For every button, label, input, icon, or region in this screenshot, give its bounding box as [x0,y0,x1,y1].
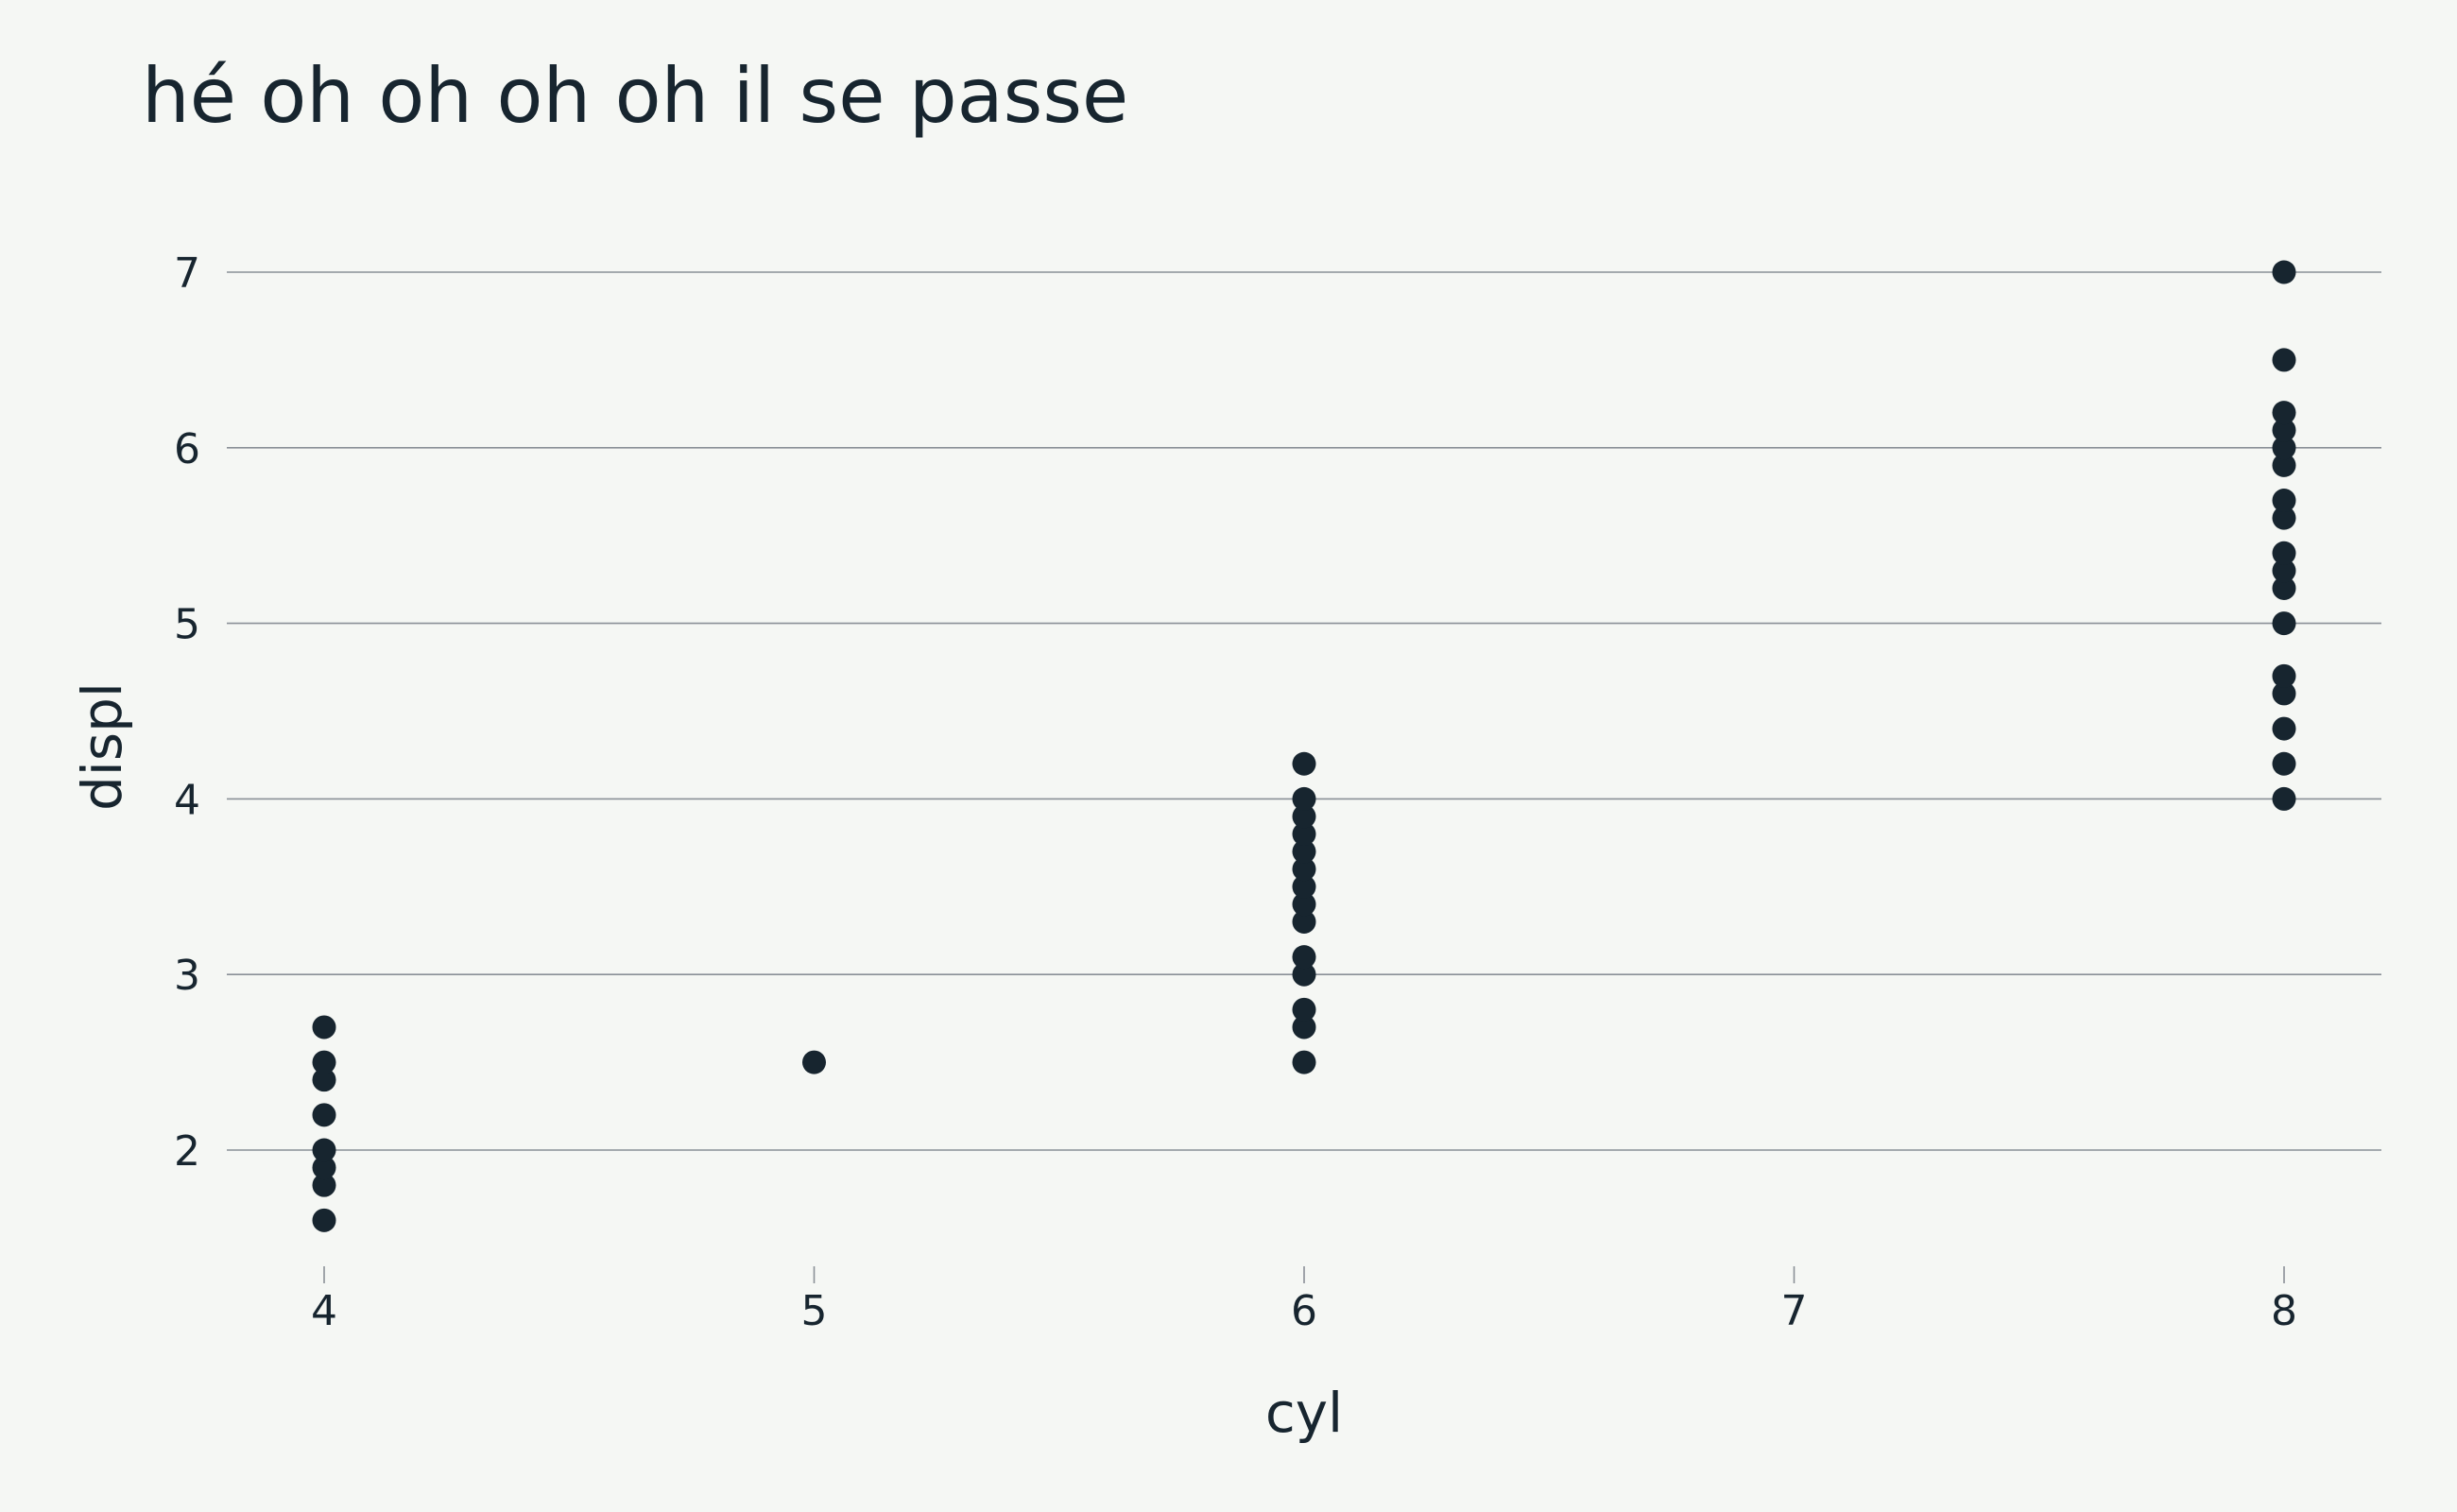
data-point [2272,348,2296,372]
x-tick-label: 6 [1291,1287,1317,1335]
data-point [312,1208,336,1232]
data-point [2272,453,2296,477]
x-axis-ticks: 4 5 6 7 8 [311,1266,2297,1335]
y-axis-ticks: 2 3 4 5 6 7 [174,249,200,1176]
data-point [1292,909,1316,934]
x-tick-label: 5 [801,1287,828,1335]
y-tick-label: 4 [174,776,200,824]
data-point [2272,541,2296,565]
data-point [2272,611,2296,636]
y-tick-label: 7 [174,249,200,298]
data-point [2272,716,2296,741]
y-axis-title: displ [70,682,134,811]
data-point [2272,401,2296,425]
data-point [1292,751,1316,776]
data-point [1292,857,1316,882]
data-point [312,1138,336,1162]
data-point [1292,1050,1316,1074]
data-point [2272,436,2296,460]
data-point [802,1050,826,1074]
data-point [1292,945,1316,970]
scatter-points [312,260,2296,1232]
data-point [312,1050,336,1074]
data-point [1292,997,1316,1022]
data-point [1292,786,1316,811]
data-point [2272,681,2296,706]
data-point [2272,751,2296,776]
y-tick-label: 5 [174,601,200,649]
data-point [2272,663,2296,688]
data-point [1292,962,1316,987]
chart-title: hé oh oh oh oh il se passe [142,52,1129,140]
data-point [312,1156,336,1180]
y-tick-label: 3 [174,952,200,1000]
x-axis-title: cyl [1265,1381,1343,1445]
data-point [312,1068,336,1092]
data-point [312,1015,336,1040]
data-point [2272,260,2296,284]
data-point [2272,558,2296,583]
y-tick-label: 2 [174,1127,200,1176]
data-point [2272,418,2296,442]
data-point [1292,804,1316,829]
data-point [2272,506,2296,530]
data-point [1292,874,1316,899]
data-point [1292,1015,1316,1040]
data-point [312,1103,336,1127]
data-point [2272,786,2296,811]
x-tick-label: 4 [311,1287,337,1335]
data-point [1292,892,1316,917]
x-tick-label: 8 [2271,1287,2297,1335]
data-point [2272,576,2296,600]
y-tick-label: 6 [174,425,200,473]
x-tick-label: 7 [1781,1287,1808,1335]
data-point [312,1173,336,1197]
data-point [1292,822,1316,847]
data-point [2272,489,2296,513]
data-point [1292,839,1316,864]
